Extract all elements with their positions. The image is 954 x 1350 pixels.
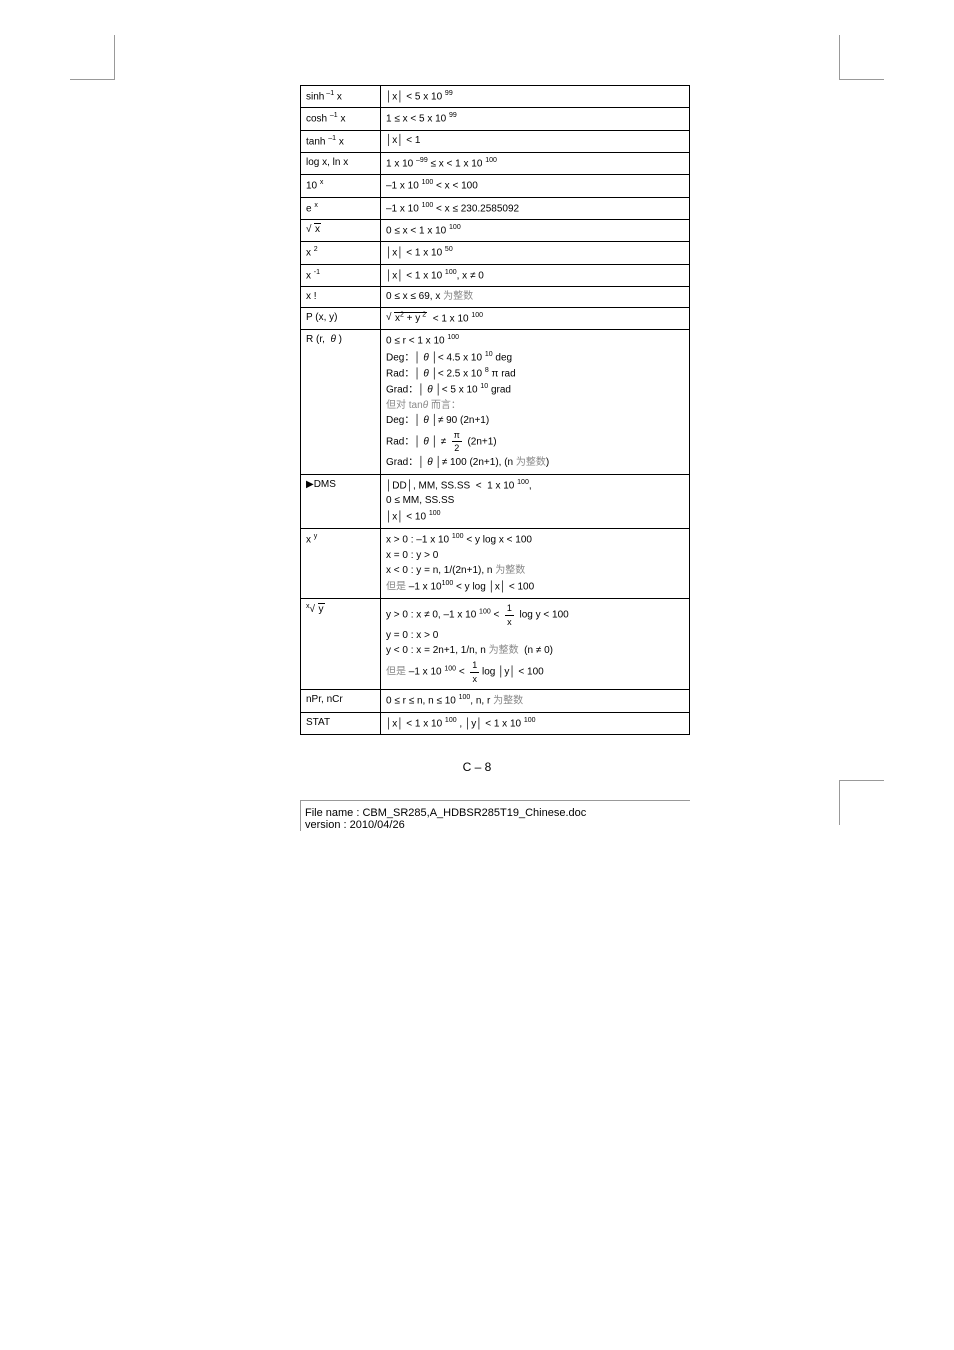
table-row: x -1│x│ < 1 x 10 100, x ≠ 0 <box>301 264 690 286</box>
table-row: x 2│x│ < 1 x 10 50 <box>301 242 690 264</box>
range-cell: 1 ≤ x < 5 x 10 99 <box>381 108 690 130</box>
range-cell: 1 x 10 –99 ≤ x < 1 x 10 100 <box>381 152 690 174</box>
function-cell: R (r, θ ) <box>301 330 381 475</box>
function-cell: P (x, y) <box>301 307 381 329</box>
function-cell: 10 x <box>301 175 381 197</box>
function-range-table: sinh –1 x│x│ < 5 x 10 99cosh –1 x1 ≤ x <… <box>300 85 690 735</box>
table-row: P (x, y)x2 + y 2 < 1 x 10 100 <box>301 307 690 329</box>
range-cell: y > 0 : x ≠ 0, –1 x 10 100 < 1x log y < … <box>381 599 690 690</box>
range-cell: –1 x 10 100 < x < 100 <box>381 175 690 197</box>
table-row: xyy > 0 : x ≠ 0, –1 x 10 100 < 1x log y … <box>301 599 690 690</box>
function-cell: x 2 <box>301 242 381 264</box>
table-row: tanh –1 x│x│ < 1 <box>301 130 690 152</box>
crop-mark-bottom-right <box>839 780 884 825</box>
function-cell: xy <box>301 599 381 690</box>
function-cell: ▶DMS <box>301 474 381 529</box>
range-cell: │x│ < 1 <box>381 130 690 152</box>
footer: File name : CBM_SR285,A_HDBSR285T19_Chin… <box>300 800 690 831</box>
function-cell: log x, ln x <box>301 152 381 174</box>
crop-mark-top-right <box>839 35 884 80</box>
table-row: e x–1 x 10 100 < x ≤ 230.2585092 <box>301 197 690 219</box>
range-cell: │x│ < 1 x 10 100 , │y│ < 1 x 10 100 <box>381 712 690 734</box>
range-cell: x > 0 : –1 x 10 100 < y log x < 100x = 0… <box>381 529 690 599</box>
table-row: STAT│x│ < 1 x 10 100 , │y│ < 1 x 10 100 <box>301 712 690 734</box>
table-row: x !0 ≤ x ≤ 69, x 为整数 <box>301 286 690 307</box>
function-range-table-container: sinh –1 x│x│ < 5 x 10 99cosh –1 x1 ≤ x <… <box>300 85 690 735</box>
range-cell: │x│ < 5 x 10 99 <box>381 86 690 108</box>
range-cell: x2 + y 2 < 1 x 10 100 <box>381 307 690 329</box>
footer-version: version : 2010/04/26 <box>305 819 690 831</box>
range-cell: │x│ < 1 x 10 50 <box>381 242 690 264</box>
function-cell: x <box>301 219 381 241</box>
function-cell: e x <box>301 197 381 219</box>
range-cell: –1 x 10 100 < x ≤ 230.2585092 <box>381 197 690 219</box>
range-cell: 0 ≤ x < 1 x 10 100 <box>381 219 690 241</box>
table-row: 10 x–1 x 10 100 < x < 100 <box>301 175 690 197</box>
function-cell: tanh –1 x <box>301 130 381 152</box>
table-row: nPr, nCr0 ≤ r ≤ n, n ≤ 10 100, n, r 为整数 <box>301 690 690 712</box>
table-row: x0 ≤ x < 1 x 10 100 <box>301 219 690 241</box>
range-cell: 0 ≤ r ≤ n, n ≤ 10 100, n, r 为整数 <box>381 690 690 712</box>
table-row: R (r, θ )0 ≤ r < 1 x 10 100Deg：│ θ │< 4.… <box>301 330 690 475</box>
table-row: sinh –1 x│x│ < 5 x 10 99 <box>301 86 690 108</box>
range-cell: 0 ≤ x ≤ 69, x 为整数 <box>381 286 690 307</box>
function-cell: STAT <box>301 712 381 734</box>
function-cell: x ! <box>301 286 381 307</box>
table-row: log x, ln x1 x 10 –99 ≤ x < 1 x 10 100 <box>301 152 690 174</box>
table-row: ▶DMS│DD│, MM, SS.SS < 1 x 10 100,0 ≤ MM,… <box>301 474 690 529</box>
table-row: cosh –1 x1 ≤ x < 5 x 10 99 <box>301 108 690 130</box>
table-row: x yx > 0 : –1 x 10 100 < y log x < 100x … <box>301 529 690 599</box>
footer-filename: File name : CBM_SR285,A_HDBSR285T19_Chin… <box>305 807 690 819</box>
function-cell: sinh –1 x <box>301 86 381 108</box>
range-cell: │x│ < 1 x 10 100, x ≠ 0 <box>381 264 690 286</box>
function-cell: x y <box>301 529 381 599</box>
page-container: sinh –1 x│x│ < 5 x 10 99cosh –1 x1 ≤ x <… <box>0 0 954 1350</box>
crop-mark-top-left <box>70 35 115 80</box>
range-cell: 0 ≤ r < 1 x 10 100Deg：│ θ │< 4.5 x 10 10… <box>381 330 690 475</box>
page-number: C – 8 <box>0 760 954 774</box>
function-cell: cosh –1 x <box>301 108 381 130</box>
function-cell: x -1 <box>301 264 381 286</box>
range-cell: │DD│, MM, SS.SS < 1 x 10 100,0 ≤ MM, SS.… <box>381 474 690 529</box>
function-cell: nPr, nCr <box>301 690 381 712</box>
